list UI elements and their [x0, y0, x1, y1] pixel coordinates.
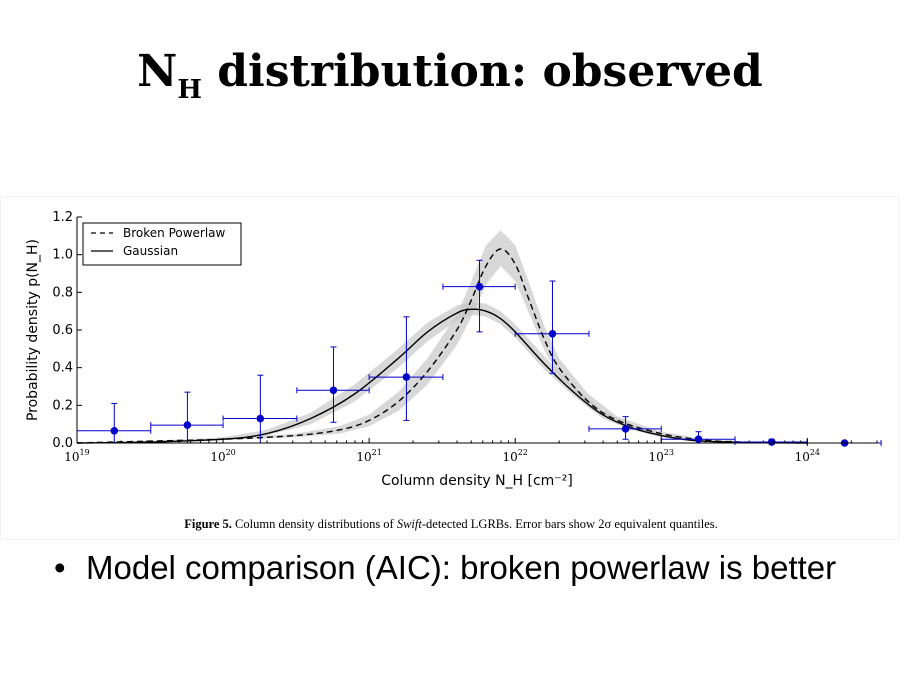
x-tick-exponent: 21 [372, 448, 382, 457]
legend-label: Broken Powerlaw [123, 226, 226, 240]
x-tick-exponent: 22 [518, 448, 528, 457]
y-tick-label: 0.8 [52, 285, 73, 300]
x-axis-label: Column density N_H [cm⁻²] [381, 473, 573, 489]
data-point [768, 438, 776, 446]
x-tick-base: 10 [210, 450, 225, 464]
data-point [549, 330, 557, 338]
x-tick-base: 10 [502, 450, 517, 464]
x-tick-label: 1019 [64, 448, 89, 464]
x-tick-base: 10 [649, 450, 664, 464]
figure-panel: 0.0 0.2 0.4 0.6 0.8 1.0 1.2 1019 1020 1021 1022 102… [0, 196, 900, 540]
x-tick-label: 1021 [356, 448, 381, 464]
title-subscript: H [177, 75, 202, 105]
x-tick-exponent: 23 [664, 448, 674, 457]
y-axis-label: Probability density p(N_H) [25, 239, 41, 421]
caption-label: Figure 5. [184, 517, 232, 531]
caption-italic: Swift [397, 517, 422, 531]
x-tick-label: 1023 [649, 448, 674, 464]
slide-title: NH distribution: observed [0, 46, 900, 105]
data-point [110, 427, 118, 435]
x-tick-base: 10 [795, 450, 810, 464]
caption-pre: Column density distributions of [232, 517, 397, 531]
data-point [257, 415, 265, 423]
bullet-item: Model comparison (AIC): broken powerlaw … [52, 548, 852, 587]
figure-caption: Figure 5. Column density distributions o… [1, 517, 900, 532]
x-tick-label: 1020 [210, 448, 235, 464]
data-point [330, 386, 338, 394]
y-tick-label: 1.0 [52, 248, 73, 263]
data-point [184, 421, 192, 429]
y-tick-label: 0.2 [52, 398, 73, 413]
x-tick-exponent: 20 [226, 448, 236, 457]
y-tick-label: 0.4 [52, 361, 73, 376]
data-point [695, 435, 703, 443]
caption-post: -detected LGRBs. Error bars show 2σ equi… [422, 517, 718, 531]
y-tick-label: 0.0 [52, 436, 73, 451]
x-tick-label: 1024 [795, 448, 820, 464]
y-tick-label: 0.6 [52, 323, 73, 338]
legend-label: Gaussian [123, 244, 178, 258]
data-point [476, 283, 484, 291]
x-tick-exponent: 19 [80, 448, 90, 457]
x-tick-base: 10 [64, 450, 79, 464]
data-point [622, 425, 630, 433]
x-tick-label: 1022 [502, 448, 527, 464]
x-tick-exponent: 24 [810, 448, 820, 457]
title-rest: distribution: observed [202, 46, 763, 97]
bullet-list: Model comparison (AIC): broken powerlaw … [52, 548, 852, 587]
x-tick-base: 10 [356, 450, 371, 464]
title-main: N [137, 46, 177, 97]
data-point [403, 373, 411, 381]
y-tick-label: 1.2 [52, 210, 73, 225]
